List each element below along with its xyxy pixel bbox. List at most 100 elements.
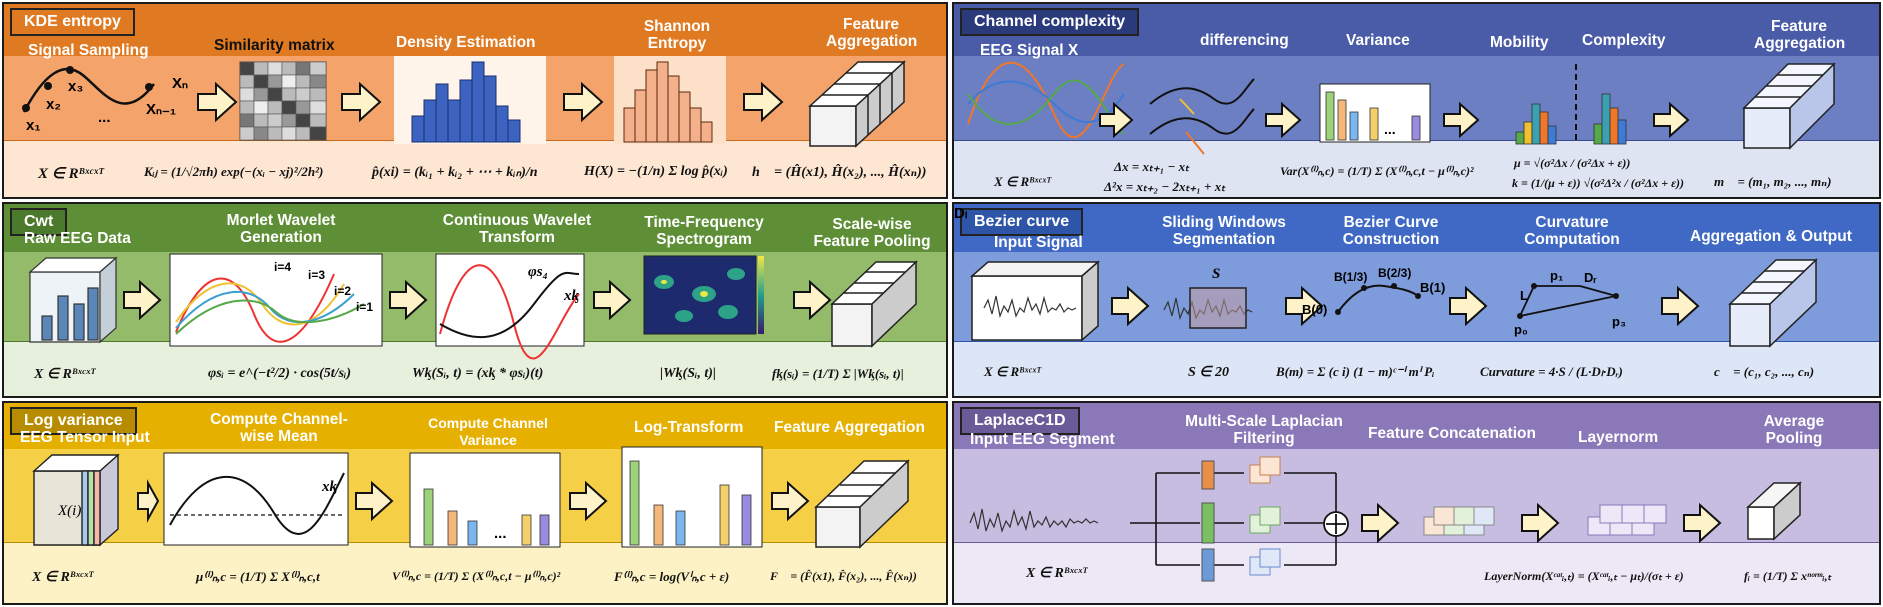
cwt-step-morlet: Morlet Wavelet Generation: [226, 212, 336, 246]
kde-formula-input: X ∈ Rᴮˣᶜˣᵀ: [38, 166, 104, 182]
channel-formula-first-diff: Δx = xₜ₊₁ − xₜ: [1114, 159, 1189, 174]
bezier-step-sliding: Sliding Windows Segmentation: [1162, 214, 1286, 248]
kde-tag: KDE entropy: [10, 8, 135, 36]
bezier-step-input: Input Signal: [994, 234, 1083, 251]
laplace-tag: LaplaceC1D: [960, 407, 1080, 435]
cwt-label-i2: i=2: [334, 284, 352, 298]
bezier-label-l: L: [1520, 288, 1528, 303]
laplace-formula-band: [954, 542, 1879, 603]
channel-formula-aggregate: m⃗ = (m₁, m₂, ..., mₙ): [1714, 174, 1832, 189]
bezier-formula-bezier: B(m) = Σ (c i) (1 − m)ᶜ⁻ⁱ mⁱ Pᵢ: [1276, 364, 1435, 379]
cwt-label-i3: i=3: [308, 268, 326, 282]
laplace-formula-pooling: fᵢ = (1/T) Σ xⁿᵒʳᵐᵢ,ₜ: [1744, 569, 1832, 583]
kde-header-band: [4, 4, 946, 56]
logvar-formula-band: [4, 542, 946, 603]
channel-step-eeg-signal: EEG Signal X: [980, 42, 1079, 59]
kde-label-xn-1: Xₙ₋₁: [146, 101, 177, 118]
kde-label-x3: x₃: [68, 78, 84, 95]
laplace-header-band: [954, 403, 1879, 449]
channel-step-complexity: Complexity: [1582, 32, 1666, 49]
kde-label-ellipsis: ...: [98, 109, 111, 126]
bezier-label-s: S: [1212, 266, 1221, 282]
bezier-header-band: [954, 204, 1879, 252]
logvar-tag: Log variance: [10, 407, 137, 435]
laplace-step-input: Input EEG Segment: [970, 431, 1115, 448]
channel-illustrations: ...: [967, 61, 1836, 155]
bezier-label-b1: B(1): [1420, 280, 1446, 295]
cwt-label-i4: i=4: [274, 260, 292, 274]
kde-step-similarity-matrix: Similarity matrix: [214, 37, 335, 54]
channel-formula-second-diff: Δ²x = xₜ₊₂ − 2xₜ₊₁ + xₜ: [1104, 179, 1226, 194]
logvar-step-aggregation: Feature Aggregation: [774, 419, 925, 436]
bezier-label-p3: p₃: [1612, 314, 1626, 329]
bezier-formula-input: X ∈ Rᴮˣᶜˣᵀ: [984, 364, 1041, 379]
channel-formula-input: X ∈ Rᴮˣᶜˣᵀ: [994, 174, 1051, 189]
kde-entropy-panel: KDE entropy Signal Sampling Similarity m…: [2, 2, 948, 199]
logvar-step-log: Log-Transform: [634, 419, 744, 436]
kde-label-x2: x₂: [46, 96, 62, 113]
laplace-panel: LaplaceC1D Input EEG Segment Multi-Scale…: [952, 401, 1881, 605]
bezier-label-dl: Dₗ: [954, 205, 968, 222]
channel-formula-variance: Var(X⁽ⁱ⁾ₙ,c) = (1/T) Σ (X⁽ⁱ⁾ₙ,c,t − μ⁽ⁱ⁾…: [1280, 164, 1474, 178]
bezier-label-b0: B(0): [1302, 302, 1328, 317]
kde-step-density-estimation: Density Estimation: [396, 34, 536, 51]
laplace-illustration-band: [954, 449, 1879, 547]
logvar-formula-variance: V⁽ⁱ⁾ₙ,c = (1/T) Σ (X⁽ⁱ⁾ₙ,c,t − μ⁽ⁱ⁾ₙ,c)²: [392, 569, 561, 583]
logvar-formula-log: F⁽ⁱ⁾ₙ,c = log(Vⁱₙ,c + ε): [614, 569, 730, 584]
bezier-formula-window: S ∈ 20: [1188, 365, 1229, 380]
cwt-label-i1: i=1: [356, 300, 374, 314]
bezier-step-output: Aggregation & Output: [1690, 228, 1852, 245]
laplace-formula-layernorm: LayerNorm(Xᶜᵃᵗᵢ,ₜ) = (Xᶜᵃᵗᵢ,ₜ − μₜ)/(σₜ …: [1484, 569, 1684, 583]
logvar-label-xc: xᶄ: [322, 479, 337, 495]
kde-label-x1: x₁: [26, 117, 41, 134]
cwt-formula-wavelet: φsᵢ = e^(−t²/2) · cos(5t/sᵢ): [208, 366, 352, 381]
log-variance-panel: Log variance EEG Tensor Input Compute Ch…: [2, 401, 948, 605]
bezier-formula-output: c⃗ = (c₁, c₂, ..., cₙ): [1714, 364, 1815, 379]
logvar-header-band: [4, 403, 946, 449]
channel-formula-complexity: k = (1/(μ + ε)) √(σ²Δ²x / (σ²Δx + ε)): [1512, 176, 1685, 190]
cwt-label-xc: xᶄ: [564, 288, 579, 304]
laplace-step-filtering: Multi-Scale Laplacian Filtering: [1185, 413, 1343, 447]
channel-step-differencing: differencing: [1200, 32, 1289, 49]
bezier-tag: Bezier curve: [960, 208, 1084, 236]
cwt-step-pooling: Scale-wise Feature Pooling: [813, 216, 931, 250]
cwt-tag: Cwt: [10, 208, 68, 236]
kde-formula-entropy: H(X) = −(1/n) Σ log p̂(xᵢ): [584, 164, 728, 179]
kde-illustrations: [22, 56, 906, 148]
logvar-formula-aggregate: F⃗ = (F̂(x1), F̂(x₂), ..., F̂(xₙ)): [770, 569, 917, 583]
bezier-illustration-band: [954, 252, 1879, 346]
bezier-label-b23: B(2/3): [1378, 266, 1412, 280]
logvar-step-variance: Compute Channel Variance: [428, 415, 548, 448]
bezier-formula-curvature: Curvature = 4·S / (L·Dₗ·Dᵣ): [1480, 364, 1623, 379]
kde-formula-band: [4, 140, 946, 197]
channel-complexity-panel: ... Channel complexity EEG Signal X diff…: [952, 2, 1881, 199]
cwt-formula-band: [4, 341, 946, 396]
kde-step-signal-sampling: Signal Sampling: [28, 42, 149, 59]
cwt-formula-transform: Wᶄ(Sᵢ, t) = (xᶄ * φsᵢ)(t): [412, 366, 544, 381]
bezier-step-construction: Bezier Curve Construction: [1342, 214, 1440, 248]
bezier-step-curvature: Curvature Computation: [1524, 214, 1620, 248]
cwt-step-cwt: Continuous Wavelet Transform: [442, 212, 592, 246]
bezier-formula-band: [954, 341, 1879, 396]
kde-formula-aggregate: h⃗ = (Ĥ(x1), Ĥ(x₂), ..., Ĥ(xₙ)): [752, 165, 927, 180]
cwt-formula-input: X ∈ Rᴮˣᶜˣᵀ: [34, 367, 96, 382]
cwt-step-spectrogram: Time-Frequency Spectrogram: [644, 214, 764, 248]
channel-step-feature-aggregation: Feature Aggregation: [1754, 18, 1846, 52]
laplace-illustrations: [969, 456, 1802, 582]
bezier-label-p1: p₁: [1550, 268, 1564, 283]
logvar-illustrations: [32, 446, 910, 549]
cwt-step-raw-eeg: Raw EEG Data: [24, 230, 131, 247]
cwt-formula-magnitude: |Wᶄ(Sᵢ, t)|: [660, 366, 716, 381]
cwt-illustrations: [28, 253, 918, 360]
kde-formula-kernel: Kᵢⱼ = (1/√2πh) exp(−(xᵢ − xj)²/2h²): [144, 164, 324, 179]
logvar-formula-input: X ∈ Rᴮˣᶜˣᵀ: [32, 570, 94, 585]
cwt-header-band: [4, 204, 946, 252]
channel-step-mobility: Mobility: [1490, 34, 1549, 51]
logvar-step-mean: Compute Channel-wise Mean: [210, 411, 348, 445]
channel-formula-mobility: μ = √(σ²Δx / (σ²Δx + ε)): [1514, 156, 1631, 170]
kde-formula-density: p̂(xi) = (kᵢ₁ + kᵢ₂ + ⋯ + kᵢₙ)/n: [372, 165, 538, 180]
cwt-label-phi-s4: φs₄: [528, 264, 548, 280]
kde-label-xn: Xₙ: [172, 75, 188, 92]
laplace-formula-input: X ∈ Rᴮˣᶜˣᵀ: [1026, 566, 1088, 581]
laplace-step-layernorm: Layernorm: [1578, 429, 1659, 446]
